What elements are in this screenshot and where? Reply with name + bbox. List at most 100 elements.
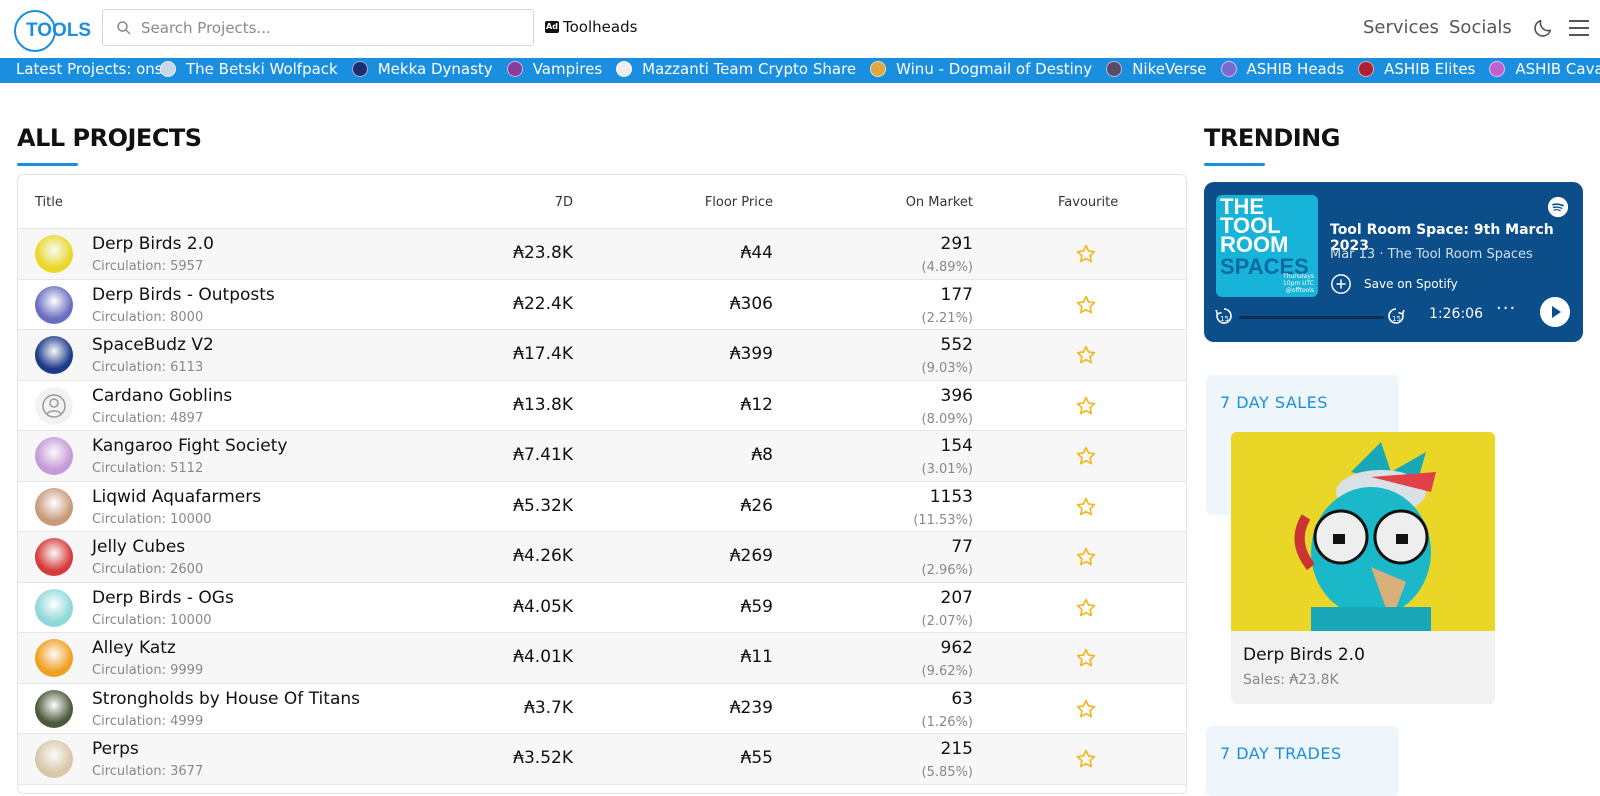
favourite-star-icon[interactable]	[1075, 445, 1097, 467]
favourite-star-icon[interactable]	[1075, 647, 1097, 669]
top-sale-card[interactable]: Derp Birds 2.0 Sales: ₳23.8K	[1231, 432, 1495, 704]
ticker-item[interactable]: Mekka Dynasty	[351, 60, 493, 78]
tools-logo[interactable]: TOOLS	[12, 8, 92, 52]
table-row[interactable]: Derp Birds - Outposts Circulation: 8000 ₳2…	[18, 280, 1186, 330]
trending-underline	[1204, 163, 1265, 166]
project-name[interactable]: Perps	[92, 739, 139, 759]
favourite-star-icon[interactable]	[1075, 546, 1097, 568]
ticker-item-label: Vampires	[532, 60, 603, 78]
volume-7d: ₳3.7K	[524, 697, 573, 718]
cover-spaces: SPACES	[1220, 254, 1309, 279]
episode-subtitle[interactable]: Mar 13 · The Tool Room Spaces	[1330, 247, 1533, 262]
ticker-item[interactable]: The Betski Wolfpack	[160, 60, 338, 78]
project-avatar[interactable]	[35, 639, 73, 677]
menu-icon[interactable]	[1568, 19, 1590, 37]
nav-services[interactable]: Services	[1363, 17, 1439, 38]
table-row[interactable]: Perps Circulation: 3677 ₳3.52K ₳55 215 (5.85%…	[18, 734, 1186, 785]
project-avatar[interactable]	[35, 235, 73, 273]
save-on-spotify-button[interactable]: Save on Spotify	[1330, 273, 1458, 295]
table-header: Title 7D Floor Price On Market Favourite	[18, 175, 1186, 229]
ticker-item[interactable]: ASHIB Heads	[1220, 60, 1344, 78]
favourite-star-icon[interactable]	[1075, 243, 1097, 265]
volume-7d: ₳7.41K	[513, 445, 573, 465]
project-avatar[interactable]	[35, 285, 73, 324]
project-name[interactable]: Cardano Goblins	[92, 385, 233, 406]
on-market-percent: (9.03%)	[921, 361, 973, 376]
on-market-percent: (1.26%)	[921, 714, 973, 730]
project-avatar[interactable]	[35, 740, 73, 778]
project-avatar[interactable]	[35, 487, 73, 526]
project-name[interactable]: Alley Katz	[92, 638, 176, 658]
toolheads-label: Toolheads	[563, 18, 638, 36]
top-header: TOOLS Ad Toolheads Services Socials	[0, 0, 1600, 58]
project-name[interactable]: Derp Birds - OGs	[92, 587, 234, 608]
more-options-icon[interactable]: ···	[1496, 298, 1517, 319]
project-avatar[interactable]	[35, 336, 73, 374]
favourite-star-icon[interactable]	[1075, 597, 1097, 619]
all-projects-heading: ALL PROJECTS	[17, 124, 202, 152]
seven-day-sales-heading: 7 DAY SALES	[1220, 393, 1328, 412]
search-input[interactable]	[141, 17, 521, 39]
nav-socials[interactable]: Socials	[1449, 17, 1512, 38]
favourite-star-icon[interactable]	[1075, 344, 1097, 366]
project-avatar[interactable]	[35, 538, 73, 576]
table-row[interactable]: SpaceBudz V2 Circulation: 6113 ₳17.4K ₳399 5…	[18, 330, 1186, 381]
ticker-item[interactable]: Mazzanti Team Crypto Share	[616, 60, 856, 78]
favourite-star-icon[interactable]	[1075, 748, 1097, 770]
ticker-item[interactable]: Vampires	[506, 60, 603, 78]
col-on-market[interactable]: On Market	[905, 195, 973, 210]
forward-15-icon[interactable]: 15	[1386, 306, 1406, 326]
table-row[interactable]: Liqwid Aquafarmers Circulation: 10000 ₳5.3…	[18, 482, 1186, 532]
ticker-item[interactable]: Winu - Dogmail of Destiny	[870, 60, 1092, 78]
on-market-count: 77	[951, 537, 973, 557]
favourite-star-icon[interactable]	[1075, 496, 1097, 518]
project-name[interactable]: Liqwid Aquafarmers	[92, 486, 262, 507]
ticker-item[interactable]: ASHIB Elites	[1358, 60, 1475, 78]
project-avatar[interactable]	[35, 588, 73, 627]
table-row[interactable]: Derp Birds - OGs Circulation: 10000 ₳4.05K…	[18, 583, 1186, 633]
rewind-15-icon[interactable]: 15	[1214, 306, 1234, 326]
ticker-label: Latest Projects: ons	[16, 60, 163, 78]
project-name[interactable]: Strongholds by House Of Titans	[92, 688, 360, 709]
toolheads-link[interactable]: Ad Toolheads	[545, 18, 637, 36]
episode-title[interactable]: Tool Room Space: 9th March 2023	[1330, 222, 1554, 254]
play-button[interactable]	[1540, 297, 1570, 327]
project-name[interactable]: Jelly Cubes	[92, 537, 186, 557]
project-avatar-icon	[1220, 61, 1237, 77]
table-row[interactable]: Cardano Goblins Circulation: 4897 ₳13.8K ₳1…	[18, 381, 1186, 431]
favourite-star-icon[interactable]	[1075, 395, 1097, 417]
progress-bar[interactable]	[1239, 316, 1384, 319]
floor-price: ₳8	[751, 445, 773, 465]
dark-mode-icon[interactable]	[1532, 17, 1554, 39]
project-name[interactable]: Kangaroo Fight Society	[92, 436, 288, 456]
table-row[interactable]: Kangaroo Fight Society Circulation: 5112 ₳…	[18, 431, 1186, 482]
ticker-item[interactable]: ASHIB Cavalier Mo	[1489, 60, 1600, 78]
project-name[interactable]: SpaceBudz V2	[92, 335, 214, 355]
search-box[interactable]	[102, 9, 534, 46]
project-name[interactable]: Derp Birds 2.0	[92, 234, 214, 254]
ticker-item-label: Mazzanti Team Crypto Share	[642, 60, 857, 78]
project-avatar[interactable]	[35, 689, 73, 728]
table-row[interactable]: Derp Birds 2.0 Circulation: 5957 ₳23.8K ₳44…	[18, 229, 1186, 280]
col-7d[interactable]: 7D	[554, 195, 573, 210]
table-row[interactable]: Jelly Cubes Circulation: 2600 ₳4.26K ₳269 77…	[18, 532, 1186, 583]
ticker-item[interactable]: NikeVerse	[1106, 60, 1207, 78]
col-favourite[interactable]: Favourite	[1058, 195, 1119, 210]
table-row[interactable]: Alley Katz Circulation: 9999 ₳4.01K ₳11 962 (…	[18, 633, 1186, 684]
on-market-count: 207	[940, 587, 973, 608]
project-circulation: Circulation: 4999	[92, 713, 204, 729]
favourite-star-icon[interactable]	[1075, 294, 1097, 316]
project-avatar[interactable]	[35, 437, 73, 475]
favourite-star-icon[interactable]	[1075, 698, 1097, 720]
heading-underline	[17, 163, 78, 166]
spotify-embed[interactable]: THE TOOL ROOM SPACES Thursdays 10pm UTC …	[1204, 182, 1583, 342]
project-circulation: Circulation: 5112	[92, 461, 204, 476]
on-market-percent: (5.85%)	[921, 765, 973, 780]
project-avatar[interactable]	[35, 386, 73, 425]
col-floor-price[interactable]: Floor Price	[704, 195, 773, 210]
ticker-item-label: The Betski Wolfpack	[186, 60, 338, 78]
col-title[interactable]: Title	[35, 195, 63, 210]
table-row[interactable]: Strongholds by House Of Titans Circulatio…	[18, 684, 1186, 734]
spotify-icon[interactable]	[1547, 196, 1569, 218]
project-name[interactable]: Derp Birds - Outposts	[92, 284, 275, 305]
